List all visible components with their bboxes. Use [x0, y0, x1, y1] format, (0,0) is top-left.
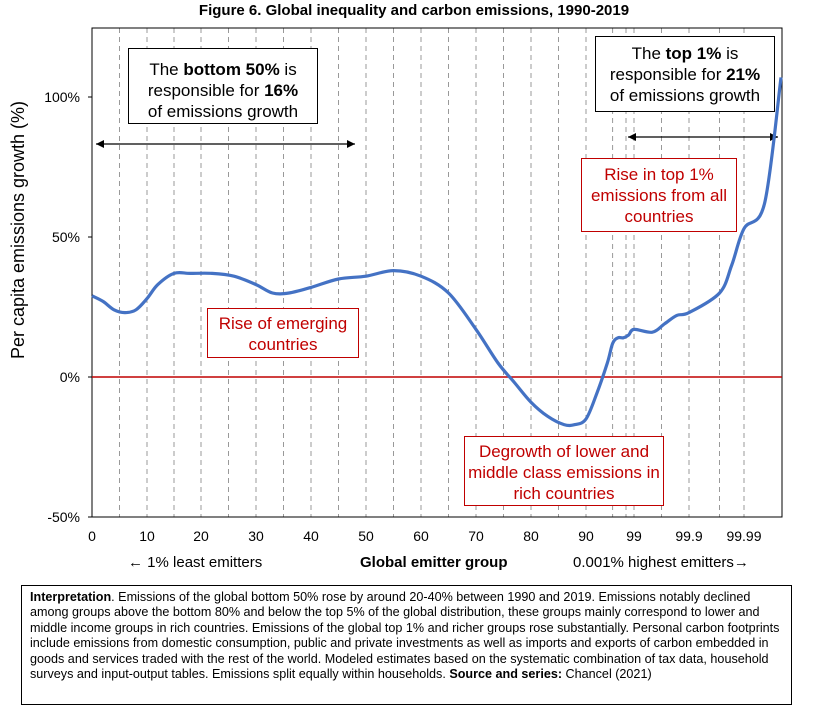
- arrow-bottom-50-left-head: [96, 140, 104, 148]
- x-tick-label: 10: [139, 528, 155, 544]
- data-series: [91, 77, 783, 428]
- y-tick-label: 50%: [52, 229, 80, 245]
- x-note-highest: 0.001% highest emitters→: [573, 554, 749, 571]
- chart-title: Figure 6. Global inequality and carbon e…: [198, 2, 630, 19]
- annotation-rise-top: Rise in top 1% emissions from all countr…: [581, 158, 737, 232]
- x-tick-label: 40: [303, 528, 319, 544]
- y-tick-label: -50%: [47, 509, 80, 525]
- interpretation-box: Interpretation. Emissions of the global …: [21, 585, 792, 705]
- x-tick-label: 90: [578, 528, 594, 544]
- x-tick-label: 50: [358, 528, 374, 544]
- x-tick-label: 80: [523, 528, 539, 544]
- x-tick-label: 0: [88, 528, 96, 544]
- arrow-bottom-50-right-head: [347, 140, 355, 148]
- annotation-top-1: The top 1% is responsible for 21% of emi…: [595, 36, 775, 112]
- y-tick-label: 100%: [44, 89, 80, 105]
- y-tick-label: 0%: [60, 369, 80, 385]
- range-arrows: [96, 133, 778, 148]
- x-note-least: ← 1% least emitters: [128, 554, 263, 571]
- x-tick-label: 60: [413, 528, 429, 544]
- annotation-emerging: Rise of emerging countries: [207, 308, 359, 358]
- annotation-bottom-50: The bottom 50% is responsible for 16% of…: [128, 48, 318, 124]
- x-tick-label: 70: [468, 528, 484, 544]
- x-tick-label: 20: [193, 528, 209, 544]
- arrow-top-1-left-head: [628, 133, 636, 141]
- emissions-growth-line: [91, 77, 783, 428]
- x-tick-label: 99.9: [675, 528, 702, 544]
- x-tick-label: 30: [248, 528, 264, 544]
- axes: [91, 27, 783, 518]
- y-axis-label: Per capita emissions growth (%): [8, 100, 28, 360]
- plot-frame: [91, 27, 783, 518]
- x-tick-label: 99: [626, 528, 642, 544]
- annotation-degrowth: Degrowth of lower and middle class emiss…: [464, 436, 664, 506]
- tick-labels: -50%0%50%100%0 10 20 30 40 50 60 70 80 90 99 99.9 99…: [44, 89, 762, 544]
- x-axis-label: Global emitter group: [360, 554, 508, 571]
- x-tick-label: 99.99: [726, 528, 761, 544]
